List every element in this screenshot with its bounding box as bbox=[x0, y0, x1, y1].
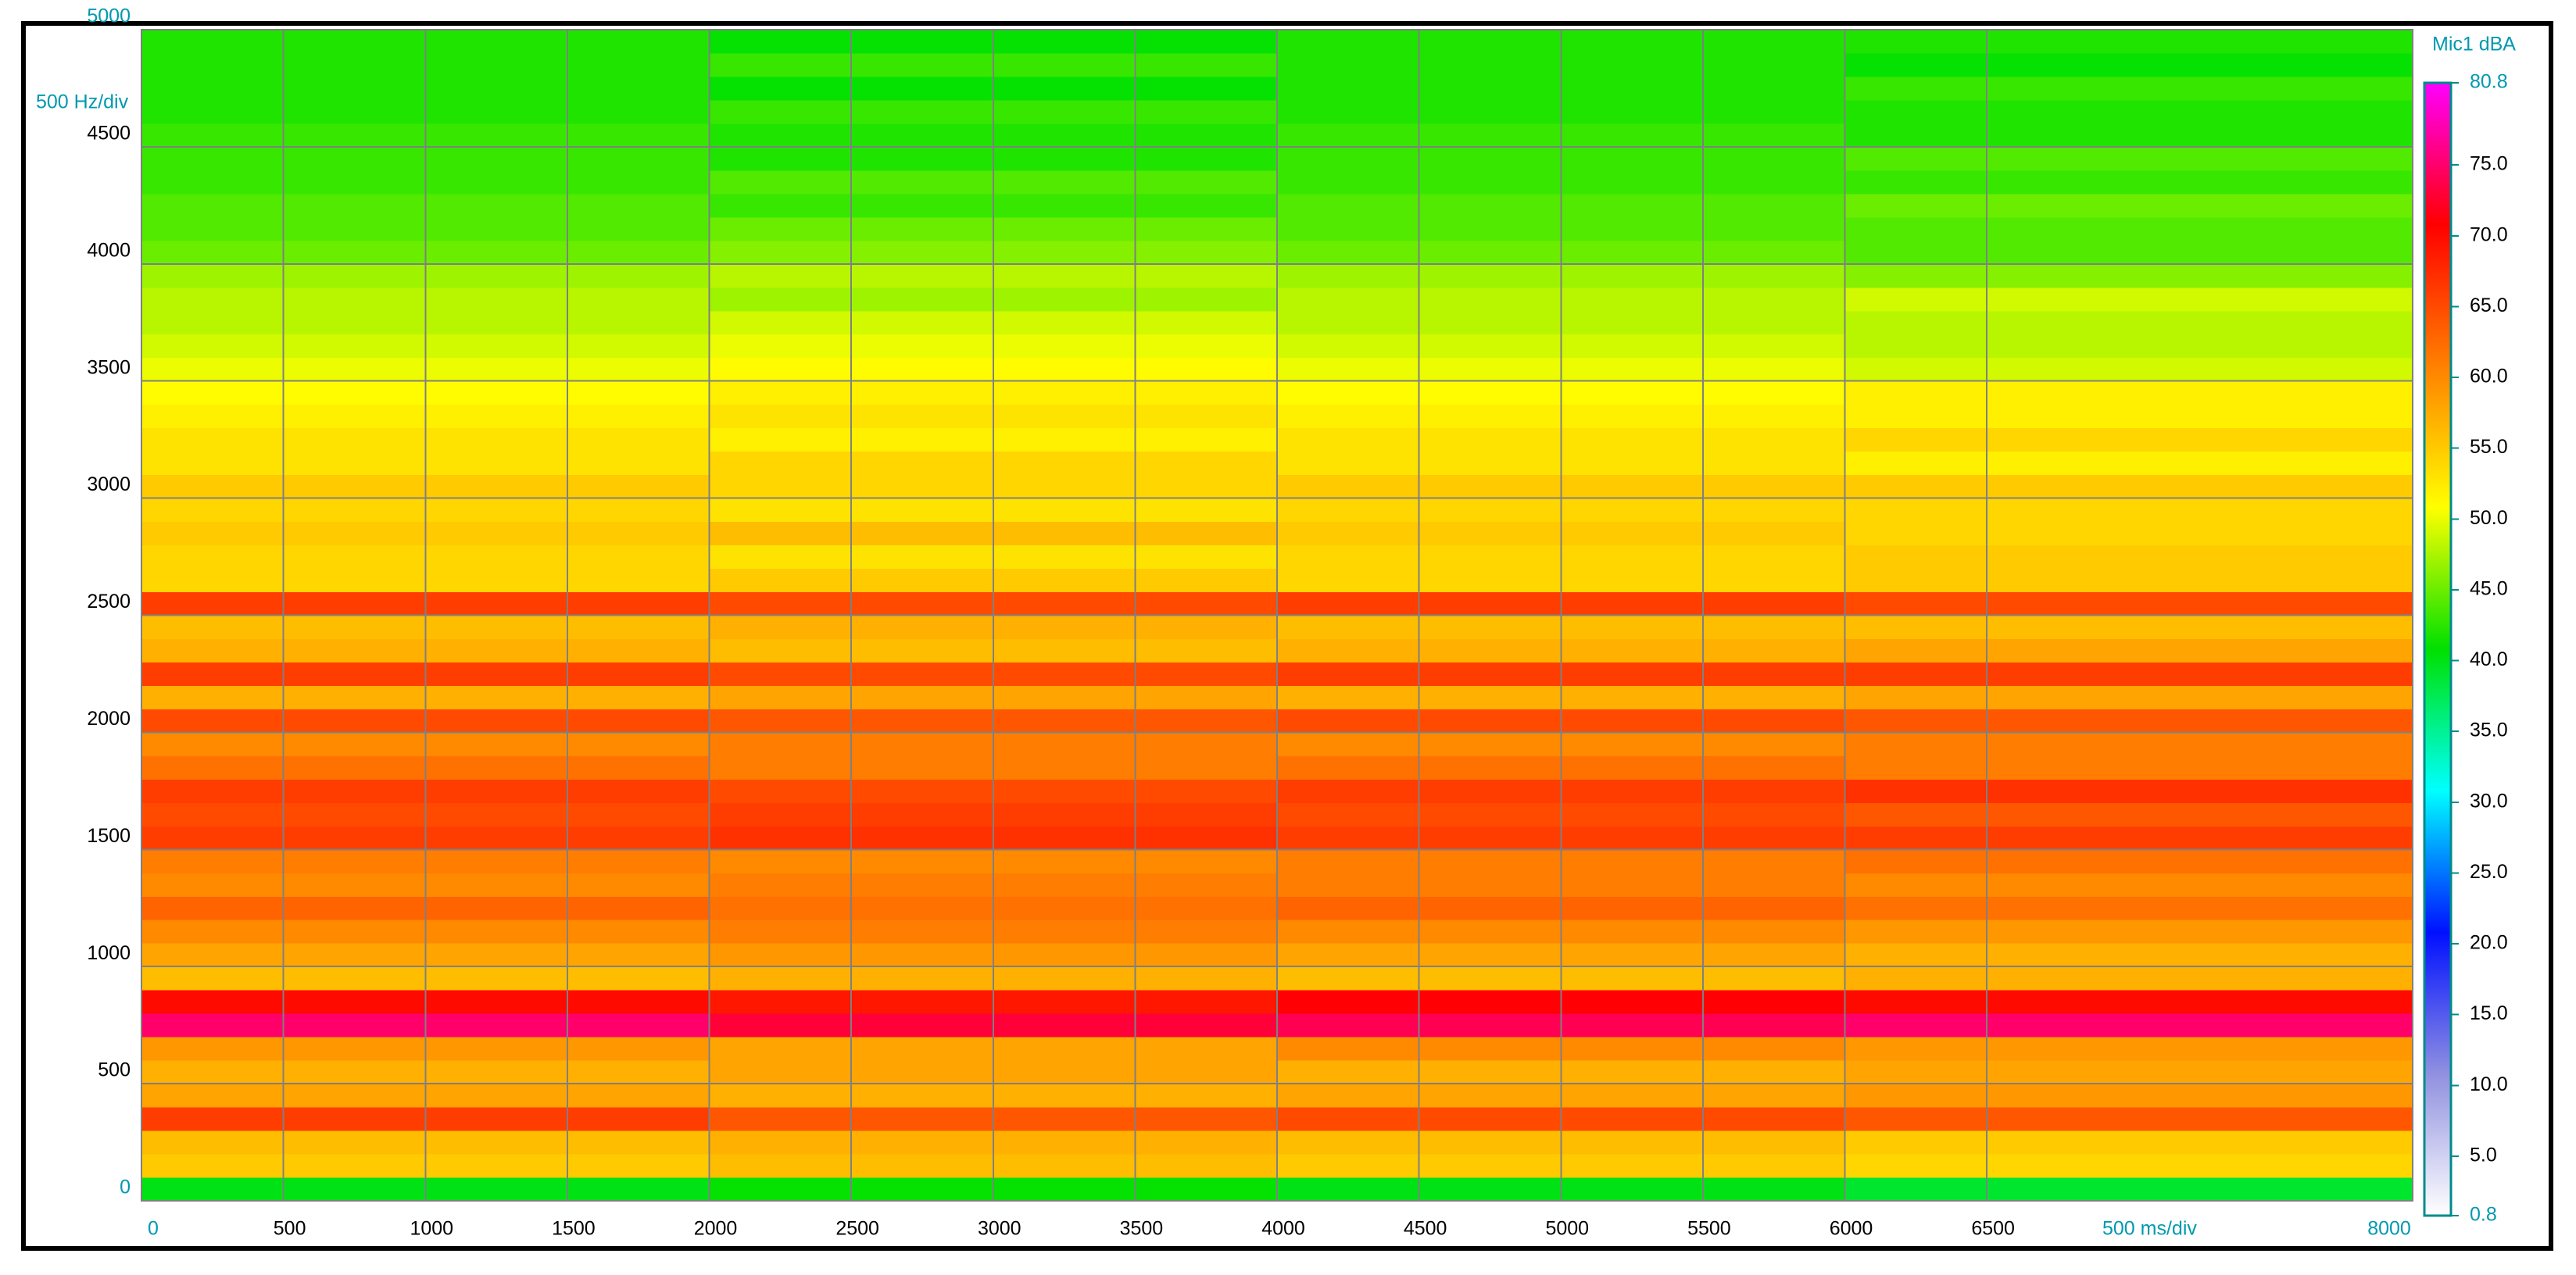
heat-cell bbox=[1844, 1177, 2413, 1202]
x-tick-label: 6500 bbox=[1971, 1218, 2015, 1240]
colorbar-tick-label: 80.8 bbox=[2470, 71, 2508, 93]
x-tick-label: 1000 bbox=[410, 1218, 453, 1240]
heat-cell bbox=[1844, 638, 2413, 662]
heat-cell bbox=[1844, 873, 2413, 897]
heat-cell bbox=[1844, 1013, 2413, 1038]
y-tick-label: 2000 bbox=[87, 708, 131, 730]
x-tick-label: 4000 bbox=[1261, 1218, 1305, 1240]
heat-cell bbox=[1844, 709, 2413, 733]
heat-cell bbox=[1844, 685, 2413, 709]
heat-cell bbox=[1844, 802, 2413, 827]
x-tick-label: 5000 bbox=[1545, 1218, 1589, 1240]
x-tick-label: 2500 bbox=[835, 1218, 879, 1240]
y-tick-label: 4000 bbox=[87, 239, 131, 261]
heat-cell bbox=[1844, 357, 2413, 382]
heat-cell bbox=[1844, 943, 2413, 967]
x-tick-label: 3500 bbox=[1120, 1218, 1164, 1240]
colorbar-tick-label: 0.8 bbox=[2470, 1204, 2497, 1226]
heat-cell bbox=[1844, 1107, 2413, 1131]
x-tick-label: 1500 bbox=[552, 1218, 596, 1240]
heat-cell bbox=[1844, 76, 2413, 101]
heat-cell bbox=[1844, 451, 2413, 476]
heat-cell bbox=[1844, 1060, 2413, 1084]
plot-border bbox=[141, 29, 2413, 1202]
heat-cell bbox=[1844, 474, 2413, 499]
heat-cell bbox=[1844, 287, 2413, 312]
heat-cell bbox=[1844, 826, 2413, 850]
heat-cell bbox=[1844, 755, 2413, 780]
colorbar-tick-label: 65.0 bbox=[2470, 295, 2508, 316]
heat-cell bbox=[1844, 30, 2413, 54]
x-tick-label: 0 bbox=[148, 1218, 159, 1240]
heat-cell bbox=[1844, 380, 2413, 405]
x-tick-label: 6000 bbox=[1830, 1218, 1873, 1240]
y-tick-label: 5000 bbox=[87, 5, 131, 27]
heat-cell bbox=[1844, 1154, 2413, 1178]
colorbar-tick-label: 50.0 bbox=[2470, 507, 2508, 529]
heat-cell bbox=[1844, 896, 2413, 920]
heat-cell bbox=[1844, 920, 2413, 944]
heat-cell bbox=[1844, 263, 2413, 288]
heat-cell bbox=[1844, 545, 2413, 570]
heat-cell bbox=[1844, 591, 2413, 616]
colorbar bbox=[2423, 81, 2453, 1217]
y-tick-label: 500 bbox=[98, 1059, 131, 1081]
heat-cell bbox=[1844, 568, 2413, 593]
colorbar-tick-label: 45.0 bbox=[2470, 577, 2508, 599]
heat-cell bbox=[1844, 240, 2413, 265]
heat-cell bbox=[1844, 779, 2413, 803]
heat-cell bbox=[1844, 849, 2413, 873]
colorbar-tick-label: 60.0 bbox=[2470, 366, 2508, 388]
heat-cell bbox=[1844, 1037, 2413, 1061]
heat-cell bbox=[1844, 521, 2413, 546]
heat-cell bbox=[1844, 404, 2413, 429]
y-tick-label: 1500 bbox=[87, 825, 131, 847]
heat-cell bbox=[1844, 498, 2413, 523]
y-tick-label: 3500 bbox=[87, 356, 131, 378]
colorbar-tick-label: 70.0 bbox=[2470, 223, 2508, 245]
heat-cell bbox=[1844, 732, 2413, 756]
y-tick-label: 1000 bbox=[87, 942, 131, 964]
heat-cell bbox=[1844, 310, 2413, 335]
y-tick-label: 0 bbox=[120, 1177, 131, 1198]
heat-cell bbox=[1844, 427, 2413, 452]
y-tick-label: 3000 bbox=[87, 473, 131, 495]
x-tick-label: 8000 bbox=[2367, 1218, 2411, 1240]
colorbar-tick-label: 20.0 bbox=[2470, 932, 2508, 954]
x-tick-label: 3000 bbox=[978, 1218, 1021, 1240]
x-tick-label: 4500 bbox=[1404, 1218, 1447, 1240]
x-tick-label: 5500 bbox=[1687, 1218, 1731, 1240]
heat-cell bbox=[1844, 990, 2413, 1014]
colorbar-tick-label: 30.0 bbox=[2470, 790, 2508, 812]
heat-cell bbox=[1844, 216, 2413, 241]
heat-cell bbox=[1844, 1130, 2413, 1155]
heat-cell bbox=[1844, 170, 2413, 195]
heat-cell bbox=[1844, 966, 2413, 991]
x-tick-label: 2000 bbox=[694, 1218, 738, 1240]
colorbar-label: Mic1 dBA bbox=[2432, 34, 2516, 55]
colorbar-tick-label: 75.0 bbox=[2470, 153, 2508, 175]
heat-cell bbox=[1844, 334, 2413, 359]
colorbar-tick-label: 35.0 bbox=[2470, 720, 2508, 741]
heat-cell bbox=[1844, 193, 2413, 218]
colorbar-tick-label: 25.0 bbox=[2470, 861, 2508, 883]
heat-cell bbox=[1844, 1084, 2413, 1108]
y-tick-label: 4500 bbox=[87, 123, 131, 145]
heat-cell bbox=[1844, 662, 2413, 686]
y-tick-label: 2500 bbox=[87, 591, 131, 612]
colorbar-tick-label: 55.0 bbox=[2470, 436, 2508, 458]
heat-cell bbox=[1844, 615, 2413, 639]
heat-cell bbox=[1844, 99, 2413, 124]
colorbar-tick-label: 5.0 bbox=[2470, 1144, 2497, 1166]
heat-cell bbox=[1844, 123, 2413, 148]
colorbar-tick-label: 10.0 bbox=[2470, 1073, 2508, 1095]
colorbar-tick-label: 40.0 bbox=[2470, 648, 2508, 670]
y-axis-label: 500 Hz/div bbox=[36, 91, 129, 113]
x-tick-label: 500 bbox=[274, 1218, 306, 1240]
x-axis-label: 500 ms/div bbox=[2102, 1218, 2197, 1240]
colorbar-tick-label: 15.0 bbox=[2470, 1002, 2508, 1024]
heat-cell bbox=[1844, 52, 2413, 77]
heat-cell bbox=[1844, 146, 2413, 171]
